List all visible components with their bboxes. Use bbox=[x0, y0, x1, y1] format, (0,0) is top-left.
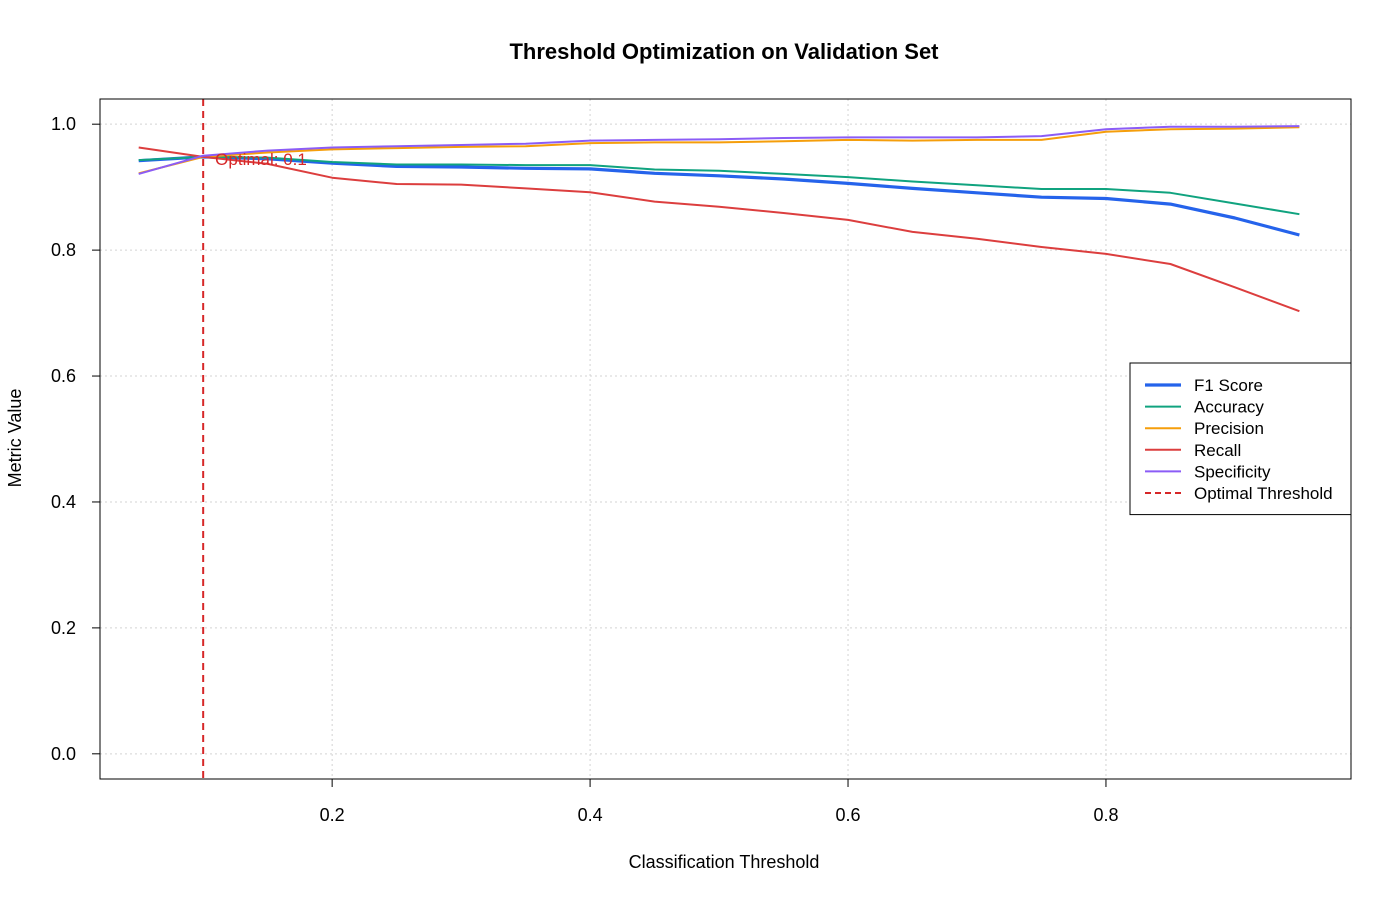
y-tick-label: 1.0 bbox=[51, 114, 76, 134]
x-axis-label: Classification Threshold bbox=[629, 852, 820, 872]
legend: F1 Score Accuracy Precision Recall Specifici… bbox=[1129, 362, 1352, 516]
series-line-f1-score bbox=[138, 155, 1300, 237]
series-layer bbox=[138, 125, 1300, 313]
series-line-accuracy bbox=[138, 155, 1300, 216]
optimal-threshold-label: Optimal: 0.1 bbox=[215, 150, 307, 169]
x-tick-label: 0.4 bbox=[578, 805, 603, 825]
annotation-layer: Optimal: 0.1 bbox=[202, 99, 307, 779]
chart-title: Threshold Optimization on Validation Set bbox=[509, 39, 939, 64]
y-tick-label: 0.8 bbox=[51, 240, 76, 260]
legend-label-f1-score: F1 Score bbox=[1194, 376, 1263, 395]
legend-label-precision: Precision bbox=[1194, 419, 1264, 438]
legend-label-recall: Recall bbox=[1194, 441, 1241, 460]
y-tick-label: 0.0 bbox=[51, 744, 76, 764]
axis-ticks: 0.2 0.4 0.6 0.8 0.0 0.2 0.4 0.6 0.8 1.0 bbox=[51, 114, 1119, 825]
legend-box bbox=[1129, 362, 1352, 516]
y-tick-label: 0.2 bbox=[51, 618, 76, 638]
legend-label-optimal-threshold: Optimal Threshold bbox=[1194, 484, 1333, 503]
y-axis-label: Metric Value bbox=[5, 389, 25, 488]
legend-label-accuracy: Accuracy bbox=[1194, 398, 1264, 417]
series-line-recall bbox=[138, 146, 1300, 313]
series-line-precision bbox=[138, 126, 1300, 175]
x-tick-label: 0.2 bbox=[320, 805, 345, 825]
y-tick-label: 0.6 bbox=[51, 366, 76, 386]
legend-label-specificity: Specificity bbox=[1194, 462, 1271, 481]
grid-lines bbox=[100, 99, 1351, 779]
y-tick-label: 0.4 bbox=[51, 492, 76, 512]
x-tick-label: 0.8 bbox=[1093, 805, 1118, 825]
x-tick-label: 0.6 bbox=[836, 805, 861, 825]
series-line-specificity bbox=[138, 125, 1300, 175]
